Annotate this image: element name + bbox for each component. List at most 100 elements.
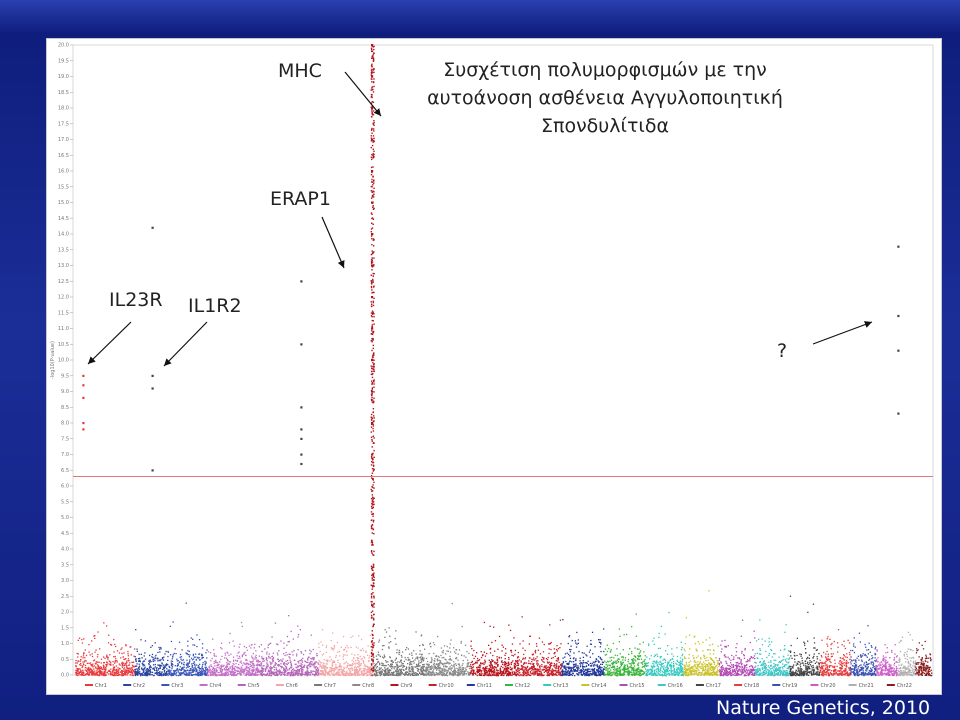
snp-point xyxy=(523,671,525,673)
snp-point xyxy=(513,665,515,667)
snp-point xyxy=(256,667,258,670)
snp-point xyxy=(183,663,185,665)
snp-point xyxy=(543,674,545,676)
snp-point xyxy=(330,667,332,670)
snp-point xyxy=(355,646,357,648)
snp-point xyxy=(567,666,569,668)
chromosome-chr10-points xyxy=(516,616,563,677)
snp-point xyxy=(437,667,439,670)
snp-point xyxy=(118,663,120,665)
snp-point xyxy=(312,673,314,675)
snp-point xyxy=(501,661,503,663)
snp-point xyxy=(341,669,343,671)
snp-point xyxy=(444,669,446,671)
snp-point xyxy=(526,671,528,673)
snp-point xyxy=(224,652,226,654)
snp-point xyxy=(115,669,117,671)
snp-point xyxy=(315,668,317,671)
snp-point xyxy=(193,674,195,676)
snp-point xyxy=(505,664,507,666)
snp-point xyxy=(632,669,634,671)
snp-point xyxy=(358,674,360,676)
snp-point xyxy=(177,664,179,666)
snp-point xyxy=(502,672,505,675)
snp-point xyxy=(292,672,295,674)
snp-point xyxy=(132,672,134,675)
snp-point xyxy=(439,664,441,666)
snp-point xyxy=(370,673,372,675)
snp-point xyxy=(173,652,175,655)
snp-point xyxy=(598,667,600,669)
snp-point xyxy=(315,661,318,663)
snp-point xyxy=(258,646,260,648)
snp-point xyxy=(213,671,216,673)
snp-point xyxy=(245,658,247,660)
snp-point xyxy=(155,668,158,670)
snp-point xyxy=(589,662,592,664)
snp-point xyxy=(495,667,497,669)
snp-point xyxy=(382,645,384,647)
snp-point xyxy=(445,659,447,661)
snp-point xyxy=(246,670,248,672)
snp-point xyxy=(551,671,554,674)
snp-point xyxy=(385,674,387,676)
snp-point xyxy=(596,665,598,667)
snp-point xyxy=(117,669,119,671)
snp-point xyxy=(129,668,131,671)
snp-point xyxy=(336,667,338,669)
snp-point xyxy=(166,668,168,670)
snp-point xyxy=(395,669,397,672)
snp-point xyxy=(127,670,129,672)
snp-point xyxy=(349,672,352,674)
snp-point xyxy=(295,670,297,672)
snp-point xyxy=(149,670,151,672)
snp-point xyxy=(498,635,501,638)
snp-point xyxy=(75,659,77,662)
snp-point xyxy=(197,656,199,658)
snp-point xyxy=(401,656,403,658)
snp-point xyxy=(637,663,639,665)
snp-point xyxy=(90,671,92,673)
snp-point xyxy=(535,643,538,645)
snp-point xyxy=(512,673,515,675)
snp-point xyxy=(220,674,222,676)
snp-point xyxy=(269,642,272,644)
snp-point xyxy=(457,663,459,665)
snp-point xyxy=(331,665,333,667)
snp-point xyxy=(524,666,526,669)
snp-point xyxy=(453,666,455,668)
snp-point xyxy=(354,663,356,665)
snp-point xyxy=(178,672,180,674)
snp-point xyxy=(395,673,398,675)
snp-point xyxy=(437,672,439,675)
snp-point xyxy=(387,667,389,669)
snp-point xyxy=(131,664,134,666)
snp-point xyxy=(268,643,271,645)
snp-point xyxy=(165,664,167,666)
snp-point xyxy=(496,663,498,665)
snp-point xyxy=(228,668,230,671)
snp-point xyxy=(336,671,339,673)
snp-point xyxy=(417,664,419,666)
snp-point xyxy=(421,653,423,655)
snp-point xyxy=(425,674,427,676)
snp-point xyxy=(351,659,353,661)
snp-point xyxy=(218,666,220,668)
snp-point xyxy=(97,666,99,668)
snp-point xyxy=(385,673,387,675)
snp-point xyxy=(230,672,232,675)
snp-point xyxy=(385,661,388,663)
snp-point xyxy=(233,671,235,673)
snp-point xyxy=(458,668,460,671)
snp-point xyxy=(178,641,181,643)
snp-point xyxy=(157,664,159,666)
snp-point xyxy=(306,661,308,663)
snp-point xyxy=(335,665,337,667)
snp-point xyxy=(431,658,433,660)
snp-point xyxy=(358,661,360,663)
snp-point xyxy=(545,658,548,660)
snp-point xyxy=(346,666,348,668)
snp-point xyxy=(573,664,575,666)
snp-point xyxy=(271,636,273,638)
snp-point xyxy=(195,653,197,655)
